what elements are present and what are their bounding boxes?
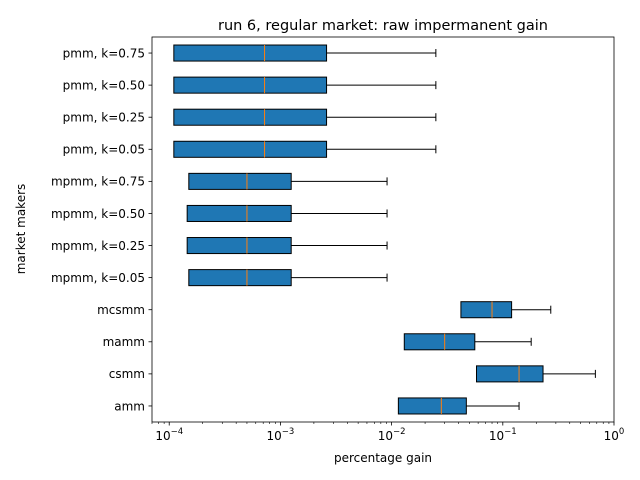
box-1 — [173, 44, 437, 62]
y-tick-label: mpmm, k=0.25 — [51, 239, 145, 253]
y-tick-label: csmm — [109, 367, 145, 381]
plot-frame — [151, 36, 615, 423]
box-iqr — [460, 301, 513, 319]
box-iqr — [476, 365, 544, 383]
box-iqr — [173, 76, 328, 94]
box-iqr — [186, 204, 292, 222]
box-iqr — [186, 237, 292, 255]
x-tick-label: 10−1 — [489, 427, 517, 443]
box-9 — [460, 301, 552, 319]
y-tick-label: pmm, k=0.25 — [63, 111, 145, 125]
box-11 — [476, 365, 596, 383]
box-iqr — [173, 140, 328, 158]
x-axis-ticks: 10−4 10−3 10−2 10−1 100 — [151, 422, 625, 443]
box-10 — [403, 333, 532, 351]
y-tick-label: pmm, k=0.75 — [63, 46, 145, 60]
box-iqr — [188, 172, 292, 190]
box-5 — [188, 172, 388, 190]
y-axis-label: market makers — [14, 184, 28, 275]
box-2 — [173, 76, 437, 94]
box-iqr — [173, 44, 328, 62]
x-tick-label: 10−2 — [378, 427, 406, 443]
x-tick-label: 10−4 — [155, 427, 183, 443]
y-tick-label: mpmm, k=0.50 — [51, 207, 145, 221]
y-axis-ticks: pmm, k=0.75 pmm, k=0.50 pmm, k=0.25 pmm, k=… — [51, 46, 152, 413]
y-tick-label: mcsmm — [97, 303, 145, 317]
box-3 — [173, 108, 437, 126]
y-tick-label: mpmm, k=0.75 — [51, 175, 145, 189]
boxes-layer — [173, 44, 596, 415]
box-4 — [173, 140, 437, 158]
box-12 — [397, 397, 520, 415]
box-iqr — [397, 397, 467, 415]
x-axis-label: percentage gain — [334, 451, 432, 465]
y-tick-label: mpmm, k=0.05 — [51, 271, 145, 285]
y-tick-label: mamm — [103, 335, 145, 349]
box-8 — [188, 269, 388, 287]
box-iqr — [173, 108, 328, 126]
box-7 — [186, 237, 388, 255]
box-iqr — [403, 333, 476, 351]
box-iqr — [188, 269, 292, 287]
y-tick-label: pmm, k=0.05 — [63, 143, 145, 157]
x-tick-label: 10−3 — [267, 427, 295, 443]
y-tick-label: amm — [114, 399, 145, 413]
chart-title: run 6, regular market: raw impermanent g… — [218, 18, 548, 34]
box-6 — [186, 204, 388, 222]
y-tick-label: pmm, k=0.50 — [63, 78, 145, 92]
x-tick-label: 100 — [604, 427, 625, 443]
